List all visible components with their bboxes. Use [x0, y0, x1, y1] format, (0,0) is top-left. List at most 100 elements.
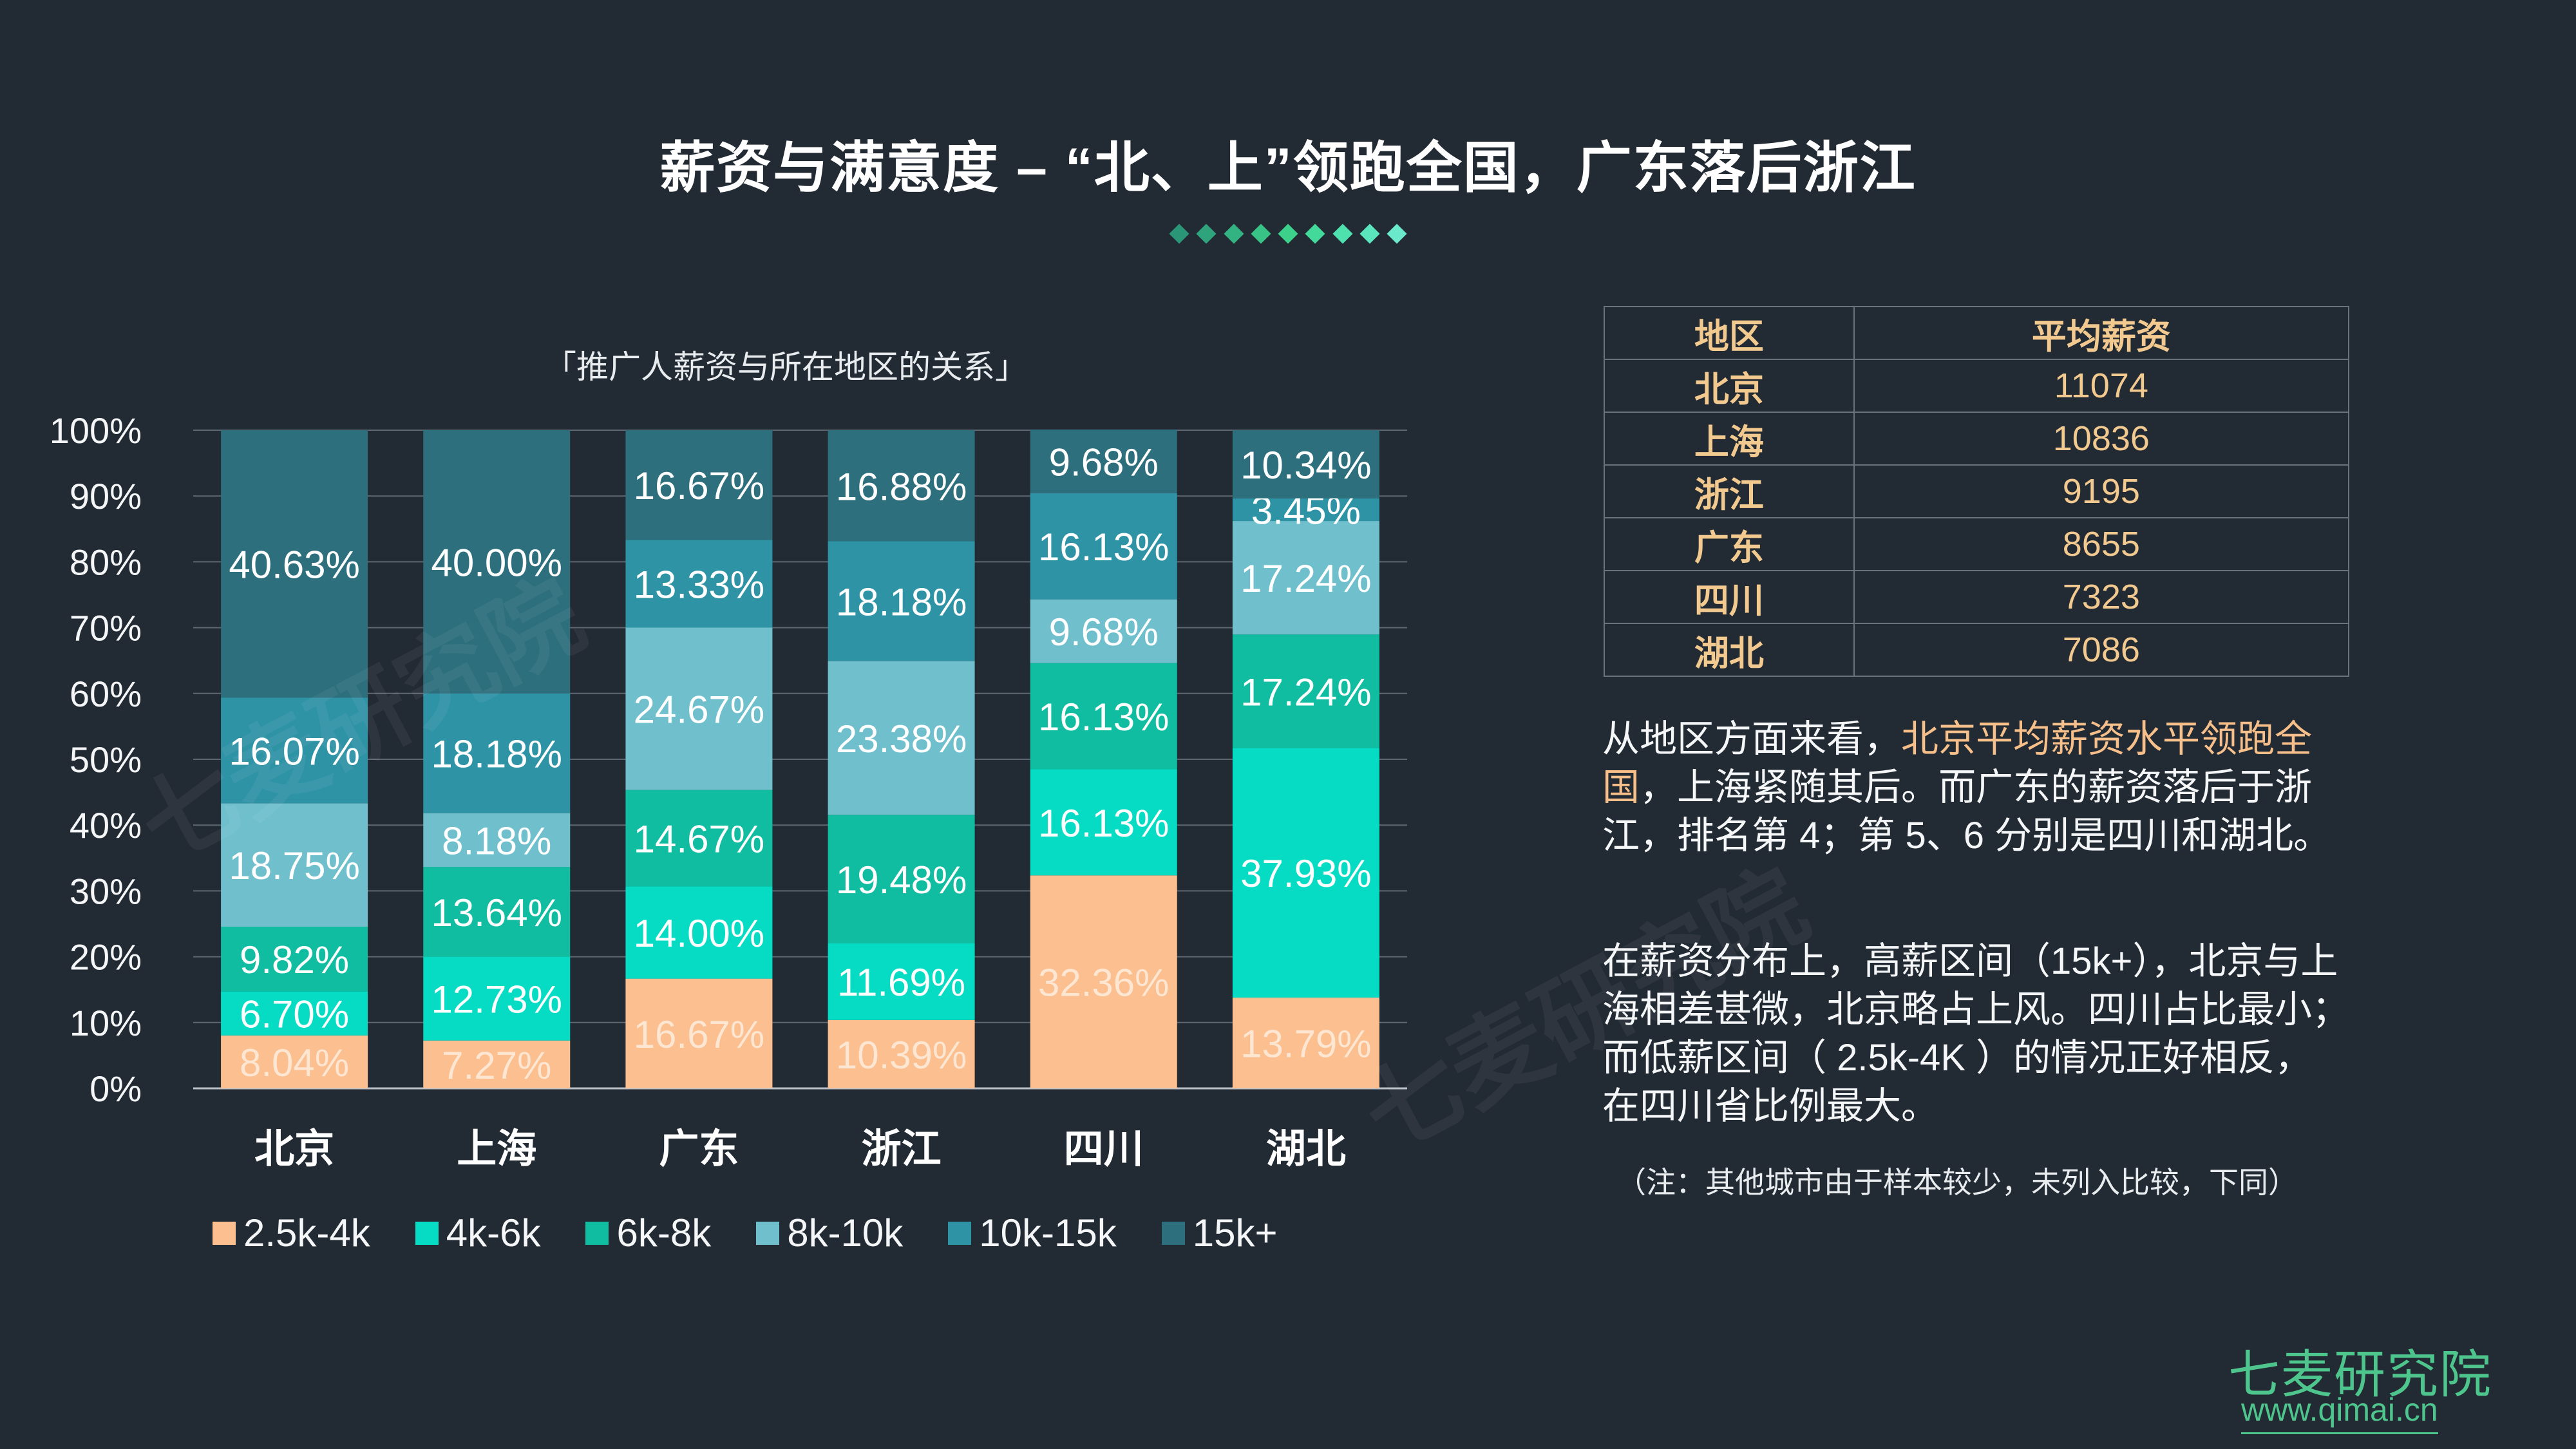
y-tick-label: 100%: [50, 410, 142, 451]
legend-swatch: [948, 1221, 972, 1245]
legend-label: 15k+: [1192, 1211, 1278, 1255]
data-label: 8.04%: [240, 1041, 349, 1084]
chart-title: 「推广人薪资与所在地区的关系」: [544, 349, 1027, 385]
x-tick-label: 北京: [254, 1127, 334, 1171]
table-cell-salary: 11074: [1853, 359, 2350, 413]
table-cell-salary: 7086: [1853, 623, 2350, 677]
y-tick-label: 50%: [70, 739, 142, 780]
y-tick-label: 30%: [70, 871, 142, 911]
bar-segment: [625, 790, 773, 887]
bar-segment: [221, 803, 368, 927]
x-tick-label: 四川: [1064, 1127, 1144, 1171]
data-label: 40.63%: [229, 544, 360, 587]
bar-segment: [828, 1019, 975, 1088]
table-cell-region: 上海: [1604, 412, 1855, 466]
y-tick-label: 80%: [70, 542, 142, 582]
legend-swatch: [756, 1221, 780, 1245]
data-label: 37.93%: [1240, 852, 1372, 895]
salary-table: 地区 平均薪资 北京 11074 上海 10836 浙江 9195 广东 8655 四川…: [1604, 306, 2350, 677]
data-label: 40.00%: [431, 541, 563, 584]
legend-label: 8k-10k: [787, 1211, 904, 1255]
legend-label: 4k-6k: [446, 1211, 541, 1255]
bar-segment: [221, 1035, 368, 1088]
bar-segment: [828, 430, 975, 542]
table-row: 湖北 7086: [1604, 623, 2350, 677]
y-tick-label: 20%: [70, 937, 142, 978]
divider-diamond: [1278, 223, 1298, 244]
data-label: 16.13%: [1038, 802, 1170, 845]
data-label: 24.67%: [634, 688, 765, 732]
data-label: 9.82%: [240, 938, 349, 981]
data-label: 16.13%: [1038, 696, 1170, 739]
table-cell-region: 湖北: [1604, 623, 1855, 677]
bar-segment: [1030, 769, 1177, 876]
divider-diamond: [1305, 223, 1325, 244]
data-label: 19.48%: [836, 858, 967, 902]
table-row: 上海 10836: [1604, 412, 2350, 466]
legend-item: 10k-15k: [948, 1211, 1117, 1255]
bar-segment: [1030, 429, 1177, 493]
bar-segment: [1232, 634, 1379, 748]
x-tick-label: 湖北: [1266, 1127, 1346, 1171]
legend-item: 4k-6k: [415, 1211, 541, 1255]
table-row: 四川 7323: [1604, 570, 2350, 624]
legend-swatch: [1161, 1221, 1185, 1245]
brand-url-link[interactable]: www.qimai.cn: [2241, 1391, 2438, 1434]
y-tick-label: 40%: [70, 805, 142, 846]
y-tick-label: 70%: [70, 608, 142, 649]
bar-segment: [221, 697, 368, 804]
brand-logo-text: 七麦研究院: [2228, 1346, 2492, 1403]
legend-swatch: [415, 1221, 439, 1245]
bar-segment: [221, 926, 368, 992]
bar-segment: [625, 627, 773, 790]
table-header-region: 地区: [1604, 306, 1855, 360]
data-label: 13.79%: [1240, 1023, 1372, 1066]
data-label: 18.75%: [229, 844, 360, 887]
bar-segment: [625, 430, 773, 540]
data-label: 16.67%: [634, 1013, 765, 1056]
divider-diamond: [1332, 223, 1353, 244]
data-label: 18.18%: [431, 733, 563, 776]
data-label: 32.36%: [1038, 961, 1170, 1005]
page-title: 薪资与满意度 – “北、上”领跑全国，广东落后浙江: [659, 137, 1917, 199]
summary-text: ，上海紧随其后。而广东的薪资落后于浙江，排名第 4；第 5、6 分别是四川和湖北…: [1602, 766, 2331, 857]
x-tick-label: 广东: [659, 1127, 739, 1171]
table-cell-region: 北京: [1604, 359, 1855, 413]
bar-segment: [1030, 663, 1177, 770]
legend-item: 6k-8k: [585, 1211, 711, 1255]
data-label: 10.34%: [1240, 444, 1372, 487]
y-tick-label: 0%: [90, 1068, 142, 1109]
data-label: 8.18%: [442, 819, 551, 862]
y-tick-label: 60%: [70, 674, 142, 714]
bar-segment: [1232, 521, 1379, 635]
summary-paragraph-region: 从地区方面来看，北京平均薪资水平领跑全国，上海紧随其后。而广东的薪资落后于浙江，…: [1602, 715, 2349, 860]
chart-legend: 2.5k-4k 4k-6k 6k-8k 8k-10k 10k-15k 15k+: [213, 1211, 1323, 1255]
bar-segment: [1232, 498, 1379, 522]
table-cell-salary: 8655: [1853, 517, 2350, 571]
bar-segment: [1030, 875, 1177, 1088]
legend-label: 10k-15k: [979, 1211, 1117, 1255]
data-label: 11.69%: [837, 961, 965, 1004]
table-header-row: 地区 平均薪资: [1604, 306, 2350, 360]
bar-segment: [221, 991, 368, 1036]
data-label: 6.70%: [240, 993, 349, 1036]
data-label: 23.38%: [836, 717, 967, 761]
table-row: 广东 8655: [1604, 517, 2350, 571]
bar-segment: [1030, 493, 1177, 600]
bar-segment: [423, 1040, 571, 1088]
legend-label: 2.5k-4k: [243, 1211, 370, 1255]
divider-diamond: [1359, 223, 1380, 244]
table-header-salary: 平均薪资: [1853, 306, 2350, 360]
bar-segment: [828, 541, 975, 661]
data-label: 16.13%: [1038, 526, 1170, 569]
legend-item: 15k+: [1161, 1211, 1278, 1255]
divider-diamond: [1223, 223, 1244, 244]
divider-diamond: [1196, 223, 1217, 244]
bar-segment: [221, 430, 368, 698]
bar-segment: [1030, 599, 1177, 663]
divider-diamond: [1251, 223, 1271, 244]
data-label: 17.24%: [1240, 557, 1372, 600]
bar-segment: [423, 693, 571, 813]
title-divider: [1169, 222, 1407, 245]
bar-segment: [625, 540, 773, 628]
